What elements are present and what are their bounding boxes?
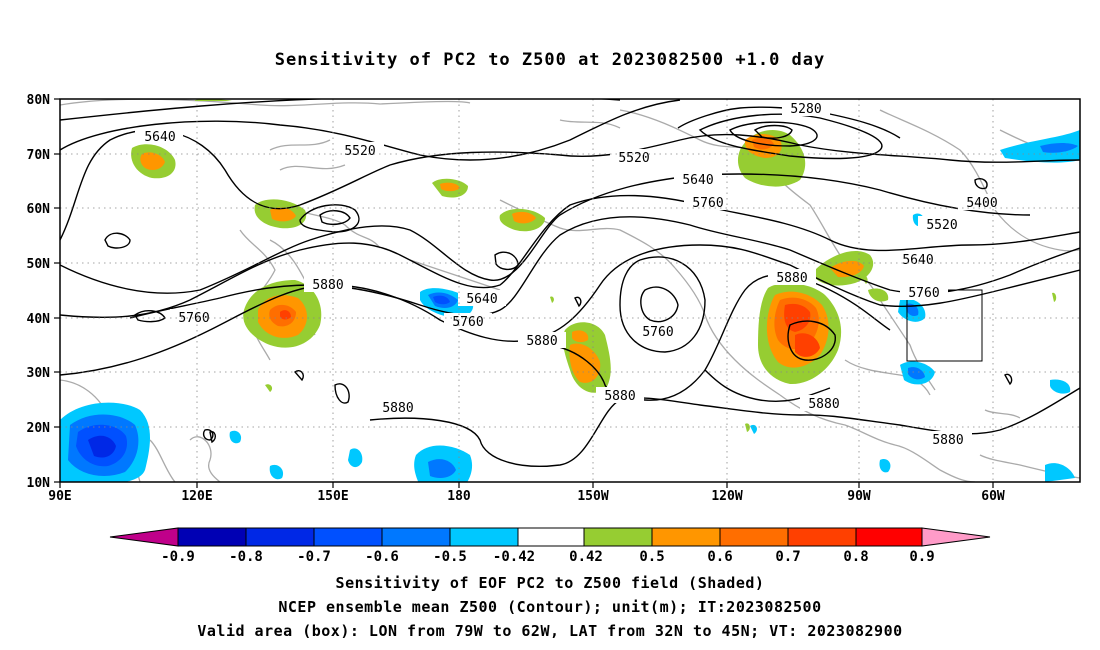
contour-label: 5520 — [618, 151, 649, 166]
colorbar-label: -0.5 — [433, 549, 467, 565]
contour-label: 5880 — [312, 278, 343, 293]
colorbar-bin — [313, 527, 383, 547]
colorbar-bin — [245, 527, 315, 547]
lat-label: 80N — [27, 93, 51, 108]
colorbar-label: -0.9 — [161, 549, 195, 565]
colorbar-label: -0.42 — [493, 549, 535, 565]
lon-label: 150E — [317, 489, 348, 504]
colorbar-label: 0.42 — [569, 549, 603, 565]
contour-label: 5760 — [692, 196, 723, 211]
colorbar-label: -0.7 — [297, 549, 331, 565]
contour-labels: 5640 5520 5280 5520 5640 5760 5400 5520 … — [135, 100, 1006, 448]
negative-sensitivity-shading — [60, 130, 1080, 482]
colorbar-label: 0.8 — [843, 549, 868, 565]
colorbar-label: -0.6 — [365, 549, 399, 565]
colorbar-bin — [651, 527, 721, 547]
contour-label: 5520 — [926, 218, 957, 233]
longitude-labels: 90E 120E 150E 180 150W 120W 90W 60W — [48, 489, 1005, 504]
contour-label: 5880 — [382, 401, 413, 416]
colorbar-bin — [517, 527, 585, 547]
sensitivity-shading — [60, 99, 1080, 482]
contour-label: 5520 — [344, 144, 375, 159]
contour-label: 5640 — [144, 130, 175, 145]
lon-label: 60W — [981, 489, 1005, 504]
colorbar-bin — [177, 527, 247, 547]
lon-label: 180 — [447, 489, 471, 504]
lat-label: 50N — [27, 257, 51, 272]
axis-ticks — [54, 98, 994, 488]
map-frame — [54, 98, 1081, 488]
contour-label: 5880 — [604, 389, 635, 404]
colorbar-bin — [381, 527, 451, 547]
contour-label: 5640 — [902, 253, 933, 268]
caption-contour: NCEP ensemble mean Z500 (Contour); unit(… — [278, 598, 822, 616]
caption-valid-area: Valid area (box): LON from 79W to 62W, L… — [197, 622, 903, 640]
z500-contours — [60, 99, 1080, 467]
contour-label: 5760 — [452, 315, 483, 330]
lat-label: 20N — [27, 421, 51, 436]
contour-label: 5400 — [966, 196, 997, 211]
colorbar — [109, 527, 991, 547]
colorbar-label: 0.7 — [775, 549, 800, 565]
contour-label: 5880 — [776, 271, 807, 286]
latitude-labels: 10N 20N 30N 40N 50N 60N 70N 80N — [27, 93, 51, 491]
colorbar-label: 0.6 — [707, 549, 732, 565]
contour-label: 5880 — [526, 334, 557, 349]
lat-label: 10N — [27, 476, 51, 491]
lat-label: 70N — [27, 148, 51, 163]
contour-label: 5880 — [932, 433, 963, 448]
colorbar-labels: -0.9 -0.8 -0.7 -0.6 -0.5 -0.42 0.42 0.5 … — [161, 549, 935, 565]
lon-label: 150W — [577, 489, 608, 504]
colorbar-label: -0.8 — [229, 549, 263, 565]
contour-label: 5640 — [682, 173, 713, 188]
positive-sensitivity-shading — [131, 99, 1057, 432]
contour-label: 5760 — [642, 325, 673, 340]
contour-label: 5280 — [790, 102, 821, 117]
lon-label: 120E — [181, 489, 212, 504]
colorbar-label: 0.5 — [639, 549, 664, 565]
colorbar-bin — [855, 527, 923, 547]
lat-label: 30N — [27, 366, 51, 381]
contour-label: 5880 — [808, 397, 839, 412]
lon-label: 90E — [48, 489, 71, 504]
map-title: Sensitivity of PC2 to Z500 at 2023082500… — [274, 50, 826, 70]
lat-label: 40N — [27, 312, 51, 327]
colorbar-label: 0.9 — [909, 549, 934, 565]
colorbar-bin — [449, 527, 519, 547]
lat-label: 60N — [27, 202, 51, 217]
colorbar-high-arrow — [921, 527, 991, 547]
caption-shading: Sensitivity of EOF PC2 to Z500 field (Sh… — [335, 574, 765, 592]
contour-label: 5760 — [178, 311, 209, 326]
grid-lines — [60, 99, 1080, 482]
lon-label: 120W — [711, 489, 742, 504]
contour-label: 5640 — [466, 292, 497, 307]
lon-label: 90W — [847, 489, 871, 504]
colorbar-bin — [719, 527, 789, 547]
colorbar-low-arrow — [109, 527, 179, 547]
colorbar-bin — [787, 527, 857, 547]
contour-label: 5760 — [908, 286, 939, 301]
colorbar-bin — [583, 527, 653, 547]
